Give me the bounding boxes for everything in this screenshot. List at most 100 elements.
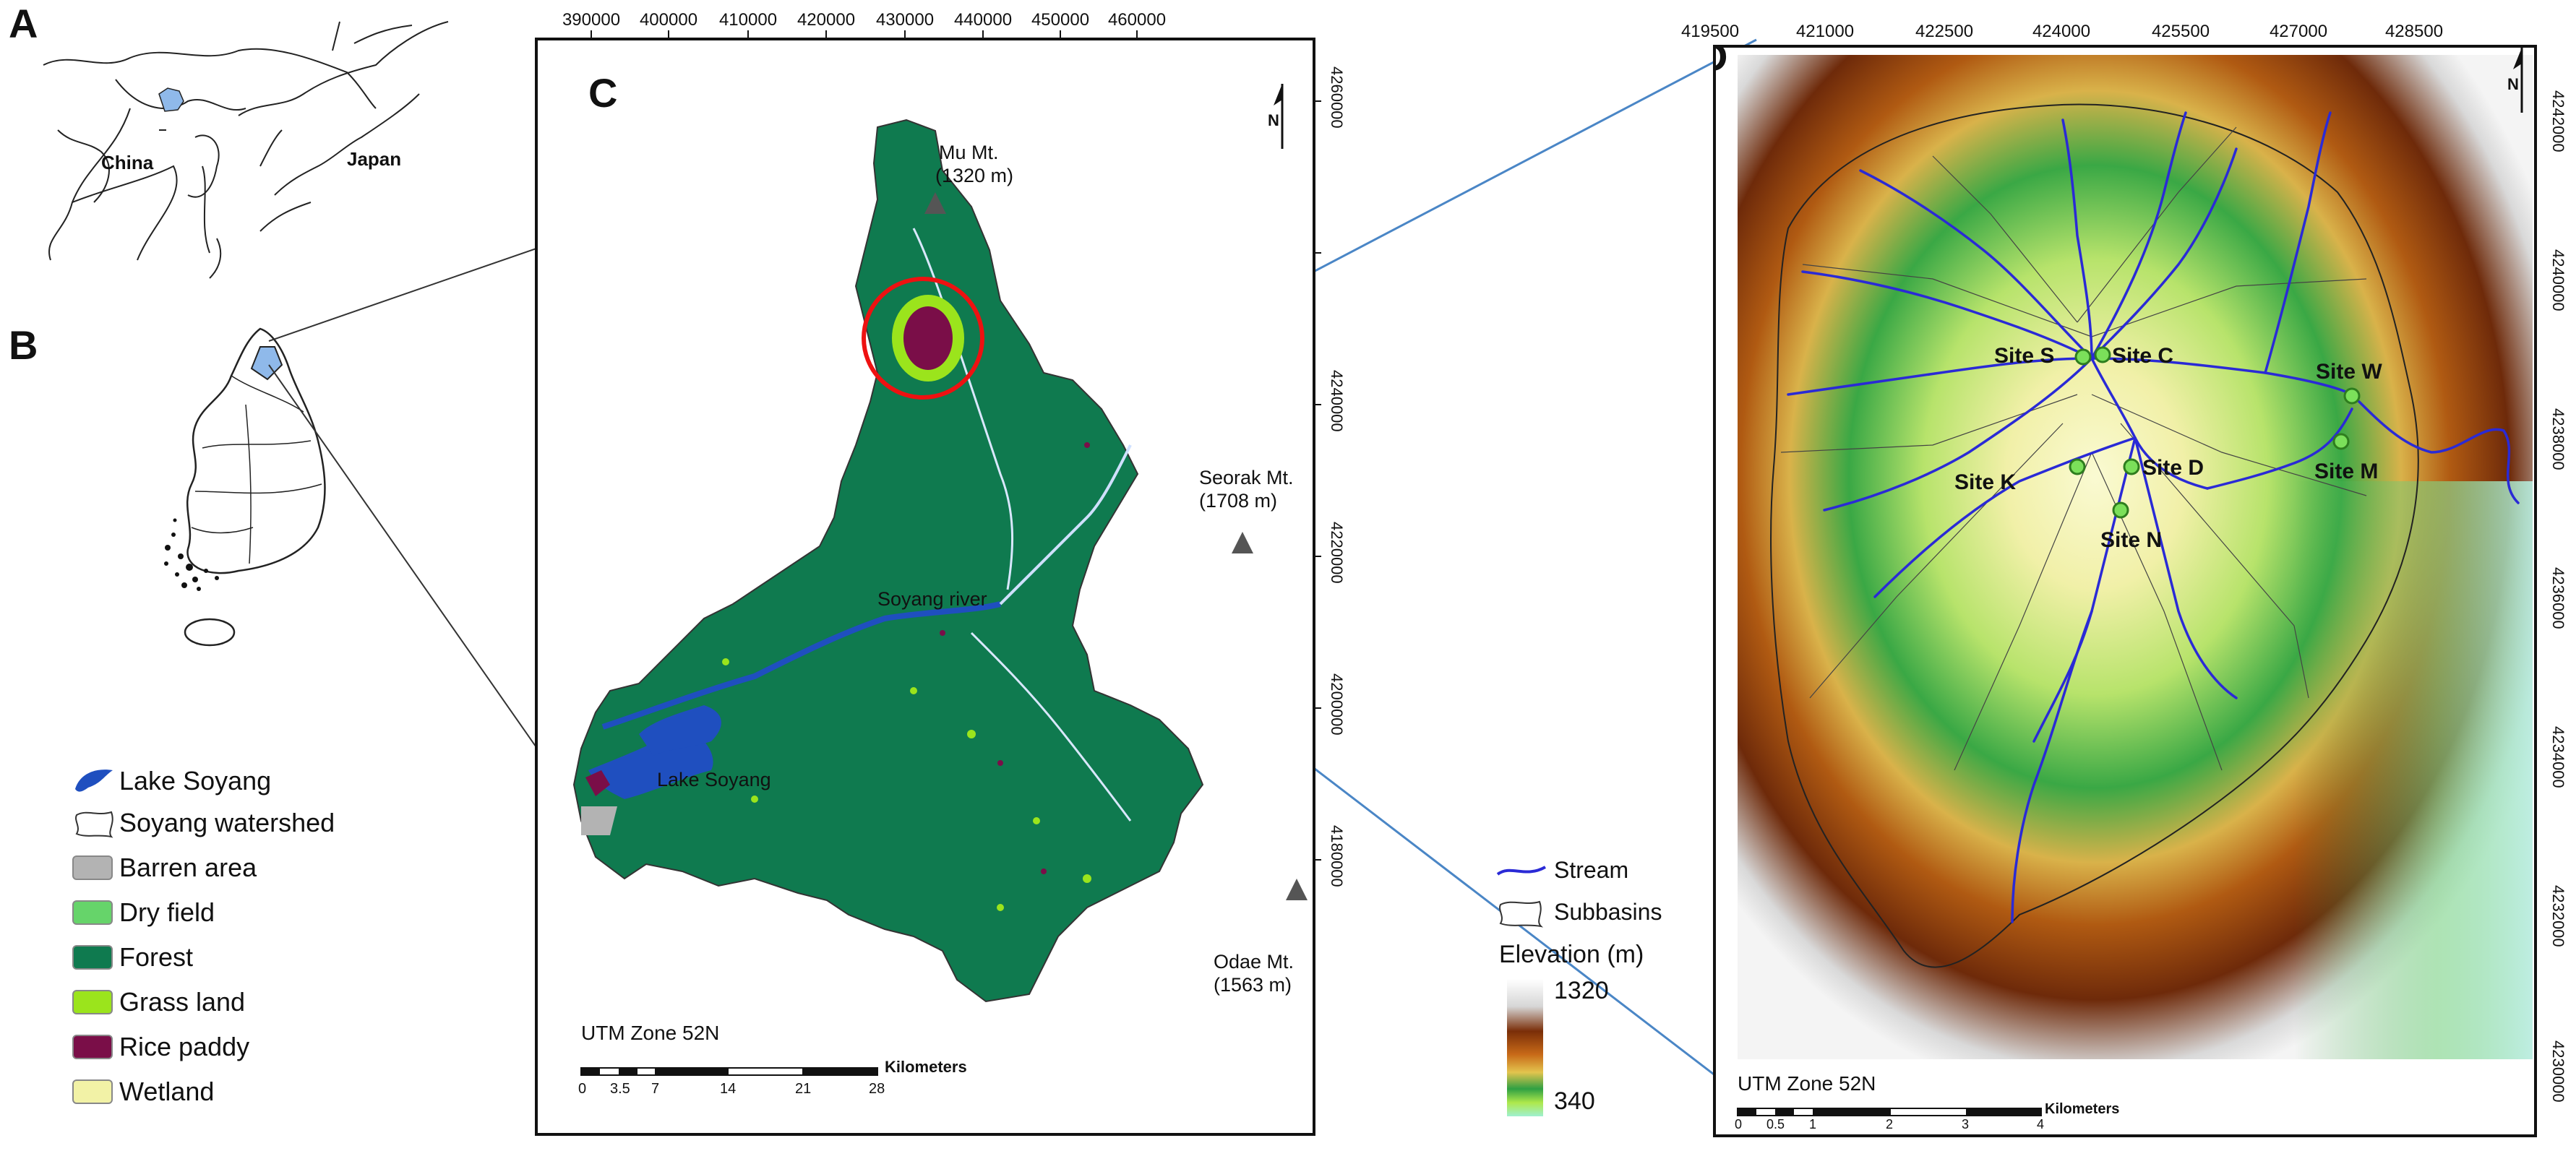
label-lake-soyang: Lake Soyang bbox=[657, 769, 771, 790]
legend-label: Dry field bbox=[119, 897, 215, 927]
label-odae-mt: Odae Mt. bbox=[1214, 951, 1295, 973]
label-mu-mt: Mu Mt. bbox=[939, 142, 999, 163]
scale-tick: 14 bbox=[720, 1081, 737, 1097]
svg-text:N: N bbox=[2507, 75, 2519, 93]
scale-tick: 2 bbox=[1886, 1117, 1894, 1131]
legend-swatch bbox=[72, 1035, 113, 1059]
site-label-m: Site M bbox=[2314, 460, 2379, 483]
legend-item-rice-paddy: Rice paddy bbox=[0, 1032, 434, 1064]
x-tick: 425500 bbox=[2151, 22, 2210, 41]
label-japan: Japan bbox=[347, 148, 402, 170]
x-tick: 460000 bbox=[1107, 10, 1167, 30]
x-tick: 427000 bbox=[2269, 22, 2328, 41]
label-utm-zone: UTM Zone 52N bbox=[581, 1022, 720, 1044]
panel-label-d: D bbox=[1716, 48, 1727, 80]
y-tick: 4180000 bbox=[1328, 825, 1346, 887]
scale-tick: 3 bbox=[1962, 1117, 1970, 1131]
site-label-w: Site W bbox=[2316, 360, 2382, 384]
x-tick: 420000 bbox=[797, 10, 856, 30]
y-tick: 4234000 bbox=[2549, 726, 2567, 788]
scale-tick: 1 bbox=[1809, 1117, 1817, 1131]
legend-item-lake-soyang: Lake Soyang bbox=[0, 766, 434, 798]
north-arrow-icon: N bbox=[1268, 84, 1284, 149]
scale-tick: 0 bbox=[578, 1081, 587, 1097]
y-tick: 4240000 bbox=[2549, 249, 2567, 311]
legend-label: Rice paddy bbox=[119, 1032, 250, 1061]
x-tick: 410000 bbox=[718, 10, 778, 30]
label-odae-mt-elevation: (1563 m) bbox=[1214, 974, 1292, 996]
x-tick: 450000 bbox=[1031, 10, 1090, 30]
legend-label: Grass land bbox=[119, 987, 246, 1017]
y-tick: 4220000 bbox=[1328, 522, 1346, 584]
label-soyang-river: Soyang river bbox=[877, 588, 987, 610]
svg-text:N: N bbox=[1268, 111, 1279, 129]
label-seorak-mt: Seorak Mt. bbox=[1199, 467, 1294, 488]
elevation-max-label: 1320 bbox=[1554, 977, 1609, 1004]
panel-label-b: B bbox=[9, 322, 38, 368]
stream-legend-icon bbox=[1496, 866, 1546, 876]
subbasin-outline-icon bbox=[1499, 900, 1544, 928]
panel-d-map-frame: D N Site S Site C Site W Site M Site D S… bbox=[1713, 45, 2537, 1137]
x-tick: 422500 bbox=[1915, 22, 1974, 41]
elevation-min-label: 340 bbox=[1554, 1087, 1595, 1115]
panel-label-a: A bbox=[9, 1, 38, 46]
x-tick: 390000 bbox=[562, 10, 621, 30]
site-label-k: Site K bbox=[1954, 470, 2017, 494]
x-tick: 424000 bbox=[2032, 22, 2091, 41]
x-tick: 440000 bbox=[953, 10, 1013, 30]
y-tick: 4238000 bbox=[2549, 408, 2567, 470]
site-label-d: Site D bbox=[2142, 456, 2204, 480]
label-utm-zone: UTM Zone 52N bbox=[1738, 1072, 1876, 1095]
legend-item-barren-area: Barren area bbox=[0, 853, 434, 884]
y-tick: 4200000 bbox=[1328, 673, 1346, 736]
legend-swatch bbox=[72, 990, 113, 1014]
elevation-dem-map bbox=[1738, 55, 2533, 1059]
legend-title-elevation: Elevation (m) bbox=[1499, 941, 1644, 968]
x-tick: 421000 bbox=[1795, 22, 1855, 41]
lake-icon bbox=[75, 770, 113, 792]
legend-label-subbasins: Subbasins bbox=[1554, 899, 1662, 925]
legend-label-stream: Stream bbox=[1554, 857, 1629, 883]
y-tick: 4240000 bbox=[1328, 370, 1346, 432]
legend-item-forest: Forest bbox=[0, 942, 434, 974]
label-mu-mt-elevation: (1320 m) bbox=[935, 165, 1014, 186]
legend-item-wetland: Wetland bbox=[0, 1077, 434, 1108]
y-tick: 4242000 bbox=[2549, 90, 2567, 152]
site-label-c: Site C bbox=[2112, 344, 2174, 368]
site-label-s: Site S bbox=[1994, 344, 2055, 368]
inset-map-east-asia bbox=[43, 21, 449, 279]
scale-unit: Kilometers bbox=[885, 1058, 967, 1076]
label-china: China bbox=[101, 152, 154, 173]
legend-label: Lake Soyang bbox=[119, 766, 272, 796]
legend-swatch bbox=[72, 1079, 113, 1104]
legend-label: Forest bbox=[119, 942, 194, 972]
y-tick: 4236000 bbox=[2549, 567, 2567, 629]
x-tick: 428500 bbox=[2384, 22, 2444, 41]
legend-swatch bbox=[72, 900, 113, 925]
scale-unit: Kilometers bbox=[2045, 1101, 2120, 1117]
panel-c-map-frame: C N Mu Mt. (1320 m) Seorak Mt. (1708 m) … bbox=[535, 38, 1315, 1136]
panel-label-c: C bbox=[588, 70, 618, 116]
legend-label: Barren area bbox=[119, 853, 257, 882]
legend-label: Wetland bbox=[119, 1077, 215, 1106]
scale-tick: 0 bbox=[1735, 1117, 1743, 1131]
scale-bar-graphic bbox=[580, 1067, 878, 1076]
scale-bar-graphic bbox=[1737, 1108, 2042, 1116]
soyang-watershed-land-cover bbox=[572, 118, 1308, 1003]
y-tick: 4232000 bbox=[2549, 885, 2567, 947]
x-tick: 400000 bbox=[639, 10, 698, 30]
elevation-color-ramp bbox=[1507, 979, 1543, 1116]
scale-bar: Kilometers 0 0.5 1 2 3 4 bbox=[1735, 1101, 2200, 1134]
label-seorak-mt-elevation: (1708 m) bbox=[1199, 490, 1278, 512]
scale-tick: 3.5 bbox=[610, 1081, 630, 1097]
y-tick: 4230000 bbox=[2549, 1040, 2567, 1103]
scale-tick: 4 bbox=[2037, 1117, 2045, 1131]
x-tick: 430000 bbox=[875, 10, 935, 30]
north-arrow-icon: N bbox=[2507, 48, 2523, 113]
y-tick: 4260000 bbox=[1328, 66, 1346, 129]
legend-swatch bbox=[72, 855, 113, 880]
site-label-n: Site N bbox=[2100, 528, 2163, 552]
x-tick: 419500 bbox=[1680, 22, 1740, 41]
legend-item-grass-land: Grass land bbox=[0, 987, 434, 1019]
watershed-outline-icon bbox=[75, 811, 113, 838]
